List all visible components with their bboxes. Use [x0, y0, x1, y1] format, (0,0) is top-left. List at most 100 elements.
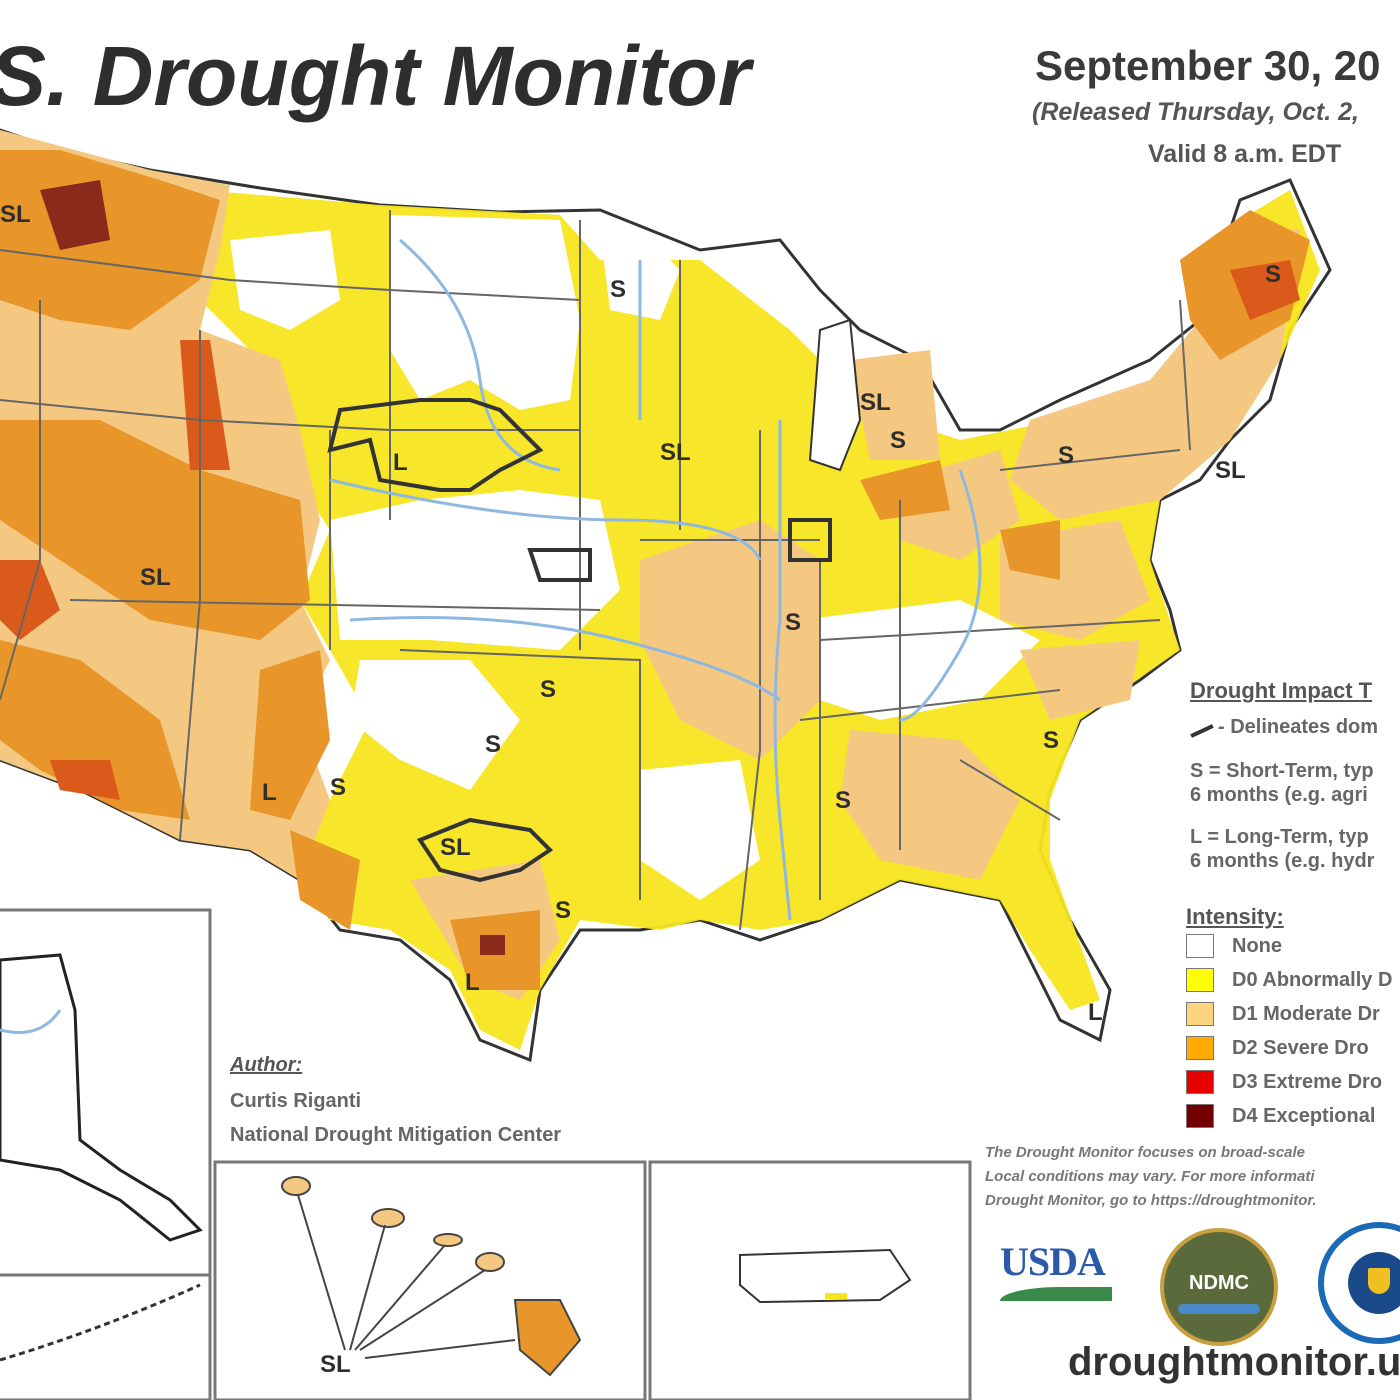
- puerto-rico-inset-frame: [648, 1160, 972, 1400]
- hawaii-leader-lines: [297, 1194, 516, 1359]
- rivers: [329, 238, 982, 921]
- short-term-line-2: 6 months (e.g. agri: [1190, 784, 1368, 806]
- puerto-rico-d0: [825, 1293, 847, 1299]
- d2-region: [0, 640, 190, 820]
- none-area: [230, 230, 340, 330]
- author-heading: Author:: [230, 1054, 303, 1076]
- alaska-inset-frame: [0, 908, 212, 1400]
- intensity-label: D2 Severe Dro: [1232, 1036, 1369, 1059]
- boundary-line-icon: [1190, 724, 1214, 738]
- none-area: [390, 215, 580, 410]
- intensity-swatch: [1186, 1036, 1214, 1060]
- intensity-label: D1 Moderate Dr: [1232, 1002, 1380, 1025]
- d3-region: [1230, 260, 1300, 320]
- intensity-legend-row: D3 Extreme Dro: [1186, 1070, 1382, 1094]
- none-area: [350, 660, 520, 790]
- map-label-2: SL: [860, 389, 891, 416]
- usda-logo-text: USDA: [1000, 1239, 1106, 1284]
- aleutians: [0, 1283, 201, 1362]
- alaska-river: [0, 1009, 62, 1034]
- intensity-swatch: [1186, 968, 1214, 992]
- map-label-13: S: [485, 731, 501, 758]
- intensity-legend-row: None: [1186, 934, 1282, 958]
- map-label-10: S: [540, 676, 556, 703]
- map-label-9: S: [785, 609, 801, 636]
- author-org: National Drought Mitigation Center: [230, 1124, 562, 1146]
- ndmc-logo-wave: [1178, 1304, 1260, 1314]
- long-term-line-1: L = Long-Term, typ: [1190, 826, 1369, 848]
- d4-region: [480, 935, 505, 955]
- intensity-heading: Intensity:: [1186, 904, 1284, 929]
- page-title: S. Drought Monitor: [0, 29, 751, 123]
- impact-legend-heading: Drought Impact T: [1190, 678, 1373, 703]
- commerce-seal-shield: [1368, 1268, 1390, 1294]
- intensity-label: D4 Exceptional: [1232, 1104, 1376, 1127]
- none-area: [640, 760, 760, 900]
- map-label-0: SL: [0, 201, 31, 228]
- short-term-line-1: S = Short-Term, typ: [1190, 760, 1374, 782]
- map-label-21: SL: [320, 1351, 351, 1378]
- lake-michigan: [808, 318, 862, 472]
- long-term-line-2: 6 months (e.g. hydr: [1190, 850, 1375, 872]
- d3-region: [180, 340, 230, 470]
- impact-legend-delineates: - Delineates dom: [1190, 716, 1378, 739]
- d2-region: [290, 830, 360, 930]
- d2-region: [1000, 520, 1060, 580]
- delineates-text: - Delineates dom: [1218, 716, 1379, 738]
- d2-region: [0, 420, 310, 640]
- map-label-12: S: [330, 774, 346, 801]
- intensity-legend-row: D0 Abnormally D: [1186, 968, 1392, 992]
- alaska-shape: [0, 953, 203, 1242]
- disclaimer-line-3: Drought Monitor, go to https://droughtmo…: [985, 1192, 1317, 1209]
- valid-time: Valid 8 a.m. EDT: [1148, 140, 1342, 168]
- map-label-18: L: [1088, 999, 1103, 1026]
- intensity-label: D3 Extreme Dro: [1232, 1070, 1383, 1093]
- author-name: Curtis Riganti: [230, 1090, 362, 1112]
- site-url[interactable]: droughtmonitor.u: [1068, 1340, 1400, 1384]
- d2-region: [860, 460, 950, 520]
- hawaii-inset-frame: [213, 1160, 647, 1400]
- usda-logo: USDA: [1000, 1238, 1112, 1318]
- disclaimer-line-2: Local conditions may vary. For more info…: [985, 1168, 1315, 1185]
- d4-region: [40, 180, 110, 250]
- d2-region: [250, 650, 330, 820]
- map-label-5: SL: [140, 564, 171, 591]
- map-label-8: SL: [1215, 457, 1246, 484]
- puerto-rico-shape: [739, 1248, 912, 1304]
- usda-logo-swoosh: [1000, 1287, 1112, 1301]
- map-label-6: S: [890, 427, 906, 454]
- intensity-legend-row: D1 Moderate Dr: [1186, 1002, 1380, 1026]
- state-lines: [0, 210, 1191, 931]
- intensity-label: None: [1232, 934, 1282, 957]
- map-labels: SL S SL L SL SL S S SL S S L S S SL S L …: [0, 201, 1281, 1378]
- map-label-19: S: [1043, 727, 1059, 754]
- map-label-16: L: [465, 969, 480, 996]
- intensity-swatch: [1186, 1070, 1214, 1094]
- map-label-17: S: [835, 787, 851, 814]
- map-label-14: SL: [440, 834, 471, 861]
- intensity-swatch: [1186, 1104, 1214, 1128]
- hawaii-islands: [281, 1176, 582, 1377]
- impact-boundaries: [327, 398, 832, 883]
- intensity-swatch: [1186, 1002, 1214, 1026]
- map-date: September 30, 20: [1035, 42, 1381, 89]
- d3-region: [0, 560, 60, 640]
- map-label-3: L: [393, 449, 408, 476]
- intensity-swatch: [1186, 934, 1214, 958]
- map-label-7: S: [1058, 442, 1074, 469]
- d1-region: [840, 730, 1020, 880]
- none-area: [330, 490, 620, 650]
- disclaimer-line-1: The Drought Monitor focuses on broad-sca…: [985, 1144, 1306, 1161]
- map-label-22: S: [1265, 261, 1281, 288]
- map-label-11: L: [262, 779, 277, 806]
- d3-region: [50, 760, 120, 800]
- intensity-legend-row: D2 Severe Dro: [1186, 1036, 1369, 1060]
- d1-region: [1020, 640, 1140, 720]
- map-label-15: S: [555, 897, 571, 924]
- intensity-label: D0 Abnormally D: [1232, 968, 1393, 991]
- map-label-1: S: [610, 276, 626, 303]
- ndmc-logo: NDMC: [1160, 1228, 1278, 1346]
- map-label-4: SL: [660, 439, 691, 466]
- release-date: (Released Thursday, Oct. 2,: [1032, 98, 1359, 126]
